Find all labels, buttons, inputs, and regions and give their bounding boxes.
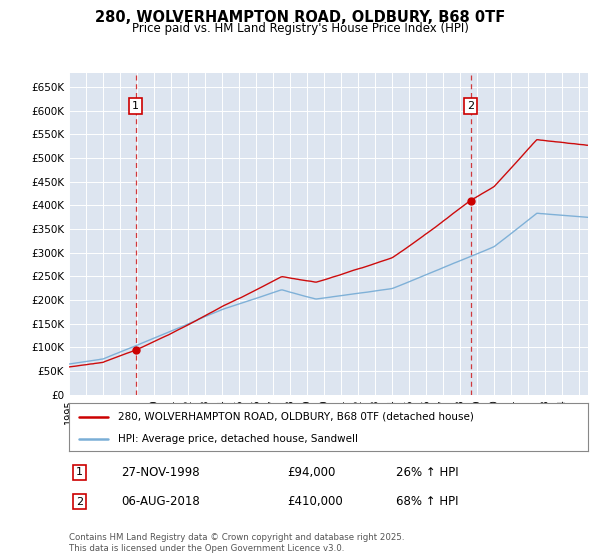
Text: 1: 1 [132,101,139,111]
Text: 280, WOLVERHAMPTON ROAD, OLDBURY, B68 0TF (detached house): 280, WOLVERHAMPTON ROAD, OLDBURY, B68 0T… [118,412,474,422]
Text: £94,000: £94,000 [287,466,335,479]
Text: £410,000: £410,000 [287,495,343,508]
Text: Price paid vs. HM Land Registry's House Price Index (HPI): Price paid vs. HM Land Registry's House … [131,22,469,35]
Text: 2: 2 [76,497,83,507]
Text: Contains HM Land Registry data © Crown copyright and database right 2025.
This d: Contains HM Land Registry data © Crown c… [69,533,404,553]
Text: 68% ↑ HPI: 68% ↑ HPI [396,495,458,508]
Text: HPI: Average price, detached house, Sandwell: HPI: Average price, detached house, Sand… [118,434,358,444]
Text: 27-NOV-1998: 27-NOV-1998 [121,466,200,479]
Text: 280, WOLVERHAMPTON ROAD, OLDBURY, B68 0TF: 280, WOLVERHAMPTON ROAD, OLDBURY, B68 0T… [95,10,505,25]
Text: 1: 1 [76,468,83,478]
Text: 26% ↑ HPI: 26% ↑ HPI [396,466,458,479]
Text: 06-AUG-2018: 06-AUG-2018 [121,495,200,508]
Text: 2: 2 [467,101,474,111]
